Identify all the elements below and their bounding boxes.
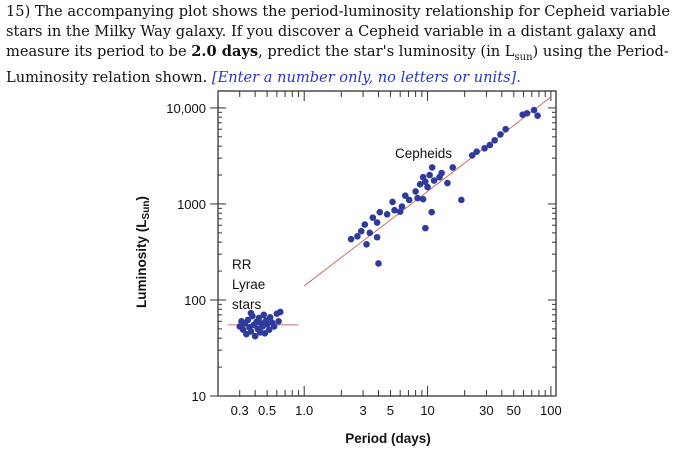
x-tick-label: 1.0 (295, 403, 313, 418)
cepheid-point (491, 136, 498, 144)
question-number: 15) (6, 3, 31, 20)
x-axis-title: Period (days) (345, 431, 431, 446)
rr-lyrae-point (247, 328, 255, 335)
cepheid-point (416, 181, 424, 188)
cepheid-point (458, 196, 465, 204)
cepheid-point (396, 208, 404, 216)
question-instruction: [Enter a number only, no letters or unit… (211, 68, 521, 86)
plot-frame (217, 90, 557, 397)
rr-lyrae-point (263, 320, 271, 328)
axis-ticks (210, 91, 556, 397)
y-axis-title: Luminosity (LSun) (134, 196, 152, 308)
cepheid-point (405, 196, 413, 204)
cepheid-point (486, 141, 494, 149)
cepheid-point (414, 194, 421, 202)
cepheid-point (366, 229, 374, 237)
data-points (236, 106, 541, 340)
question-body-3: ) using the Period-Luminosity relation s… (6, 43, 669, 86)
cepheid-point (389, 198, 396, 206)
cepheid-point (347, 235, 355, 243)
fit-lines (227, 96, 552, 326)
cepheid-point (428, 208, 435, 216)
cepheid-point (391, 206, 398, 214)
rr-lyrae-point (270, 323, 278, 330)
cepheid-point (419, 195, 427, 203)
rr-label-line-3: stars (232, 297, 262, 312)
cepheid-point (354, 233, 361, 240)
rr-lyrae-point (275, 317, 282, 325)
cepheid-point (357, 227, 365, 235)
cepheid-point (523, 109, 531, 117)
x-tick-label: 30 (479, 403, 493, 418)
question-body: The accompanying plot shows the period-l… (6, 3, 670, 60)
annotations: Cepheids RR Lyrae stars (232, 146, 452, 312)
cepheid-point (502, 125, 509, 133)
rr-label-line-1: RR (232, 257, 252, 272)
cepheid-point (373, 219, 381, 226)
cepheid-point (412, 188, 419, 195)
rr-lyrae-point (266, 313, 274, 321)
cepheid-point (444, 179, 451, 187)
y-tick-label: 1000 (177, 197, 206, 212)
y-tick-label: 10,000 (166, 101, 206, 116)
rr-lyrae-point (247, 309, 255, 317)
cepheid-point (428, 164, 436, 171)
cepheids-label: Cepheids (395, 146, 452, 161)
rr-lyrae-point (251, 332, 259, 340)
pl-fit-line (303, 96, 552, 287)
x-tick-label: 0.3 (231, 403, 249, 418)
cepheid-point (426, 171, 433, 179)
x-tick-label: 50 (507, 403, 521, 418)
cepheid-point (422, 224, 429, 232)
rr-lyrae-point (255, 314, 263, 322)
cepheid-point (369, 214, 377, 221)
y-axis-title-main: Luminosity (L (134, 219, 149, 308)
cepheid-point (430, 177, 438, 184)
cepheid-point (438, 169, 445, 177)
cepheid-point (497, 131, 504, 138)
cepheid-point (401, 192, 409, 199)
x-tick-label: 10 (420, 403, 434, 418)
rr-lyrae-point (265, 326, 273, 334)
y-axis-title-end: ) (134, 196, 149, 201)
plot-border (217, 90, 557, 397)
x-tick-label: 3 (359, 403, 366, 418)
question-text: 15) The accompanying plot shows the peri… (6, 2, 670, 88)
x-tick-label: 100 (540, 403, 562, 418)
cepheid-point (534, 112, 541, 119)
rr-lyrae-point (260, 311, 268, 319)
y-tick-label: 100 (184, 293, 206, 308)
cepheid-point (361, 221, 369, 228)
cepheid-point (373, 233, 381, 241)
cepheid-point (375, 260, 382, 267)
y-axis-title-sub: Sun (141, 201, 152, 220)
question-period: 2.0 days (191, 43, 259, 60)
x-tick-label: 0.5 (258, 403, 276, 418)
cepheid-point (383, 211, 391, 218)
cepheid-point (449, 164, 457, 171)
cepheid-point (424, 183, 431, 191)
cepheid-point (398, 203, 406, 210)
cepheid-point (422, 178, 429, 186)
cepheid-point (481, 144, 488, 152)
rr-lyrae-point (244, 316, 252, 324)
rr-label-line-2: Lyrae (232, 277, 265, 292)
cepheid-point (363, 240, 370, 248)
rr-lyrae-point (277, 308, 284, 316)
cepheid-point (468, 152, 476, 159)
cepheid-point (530, 106, 538, 114)
axis-tick-labels: 10 100 1000 10,000 0.3 0.5 1.0 3 5 10 30 50 100 (166, 101, 562, 418)
cepheid-point (473, 148, 480, 155)
question-body-2: , predict the star's luminosity (in L (258, 43, 515, 60)
x-tick-label: 5 (387, 403, 394, 418)
cepheid-point (376, 208, 384, 216)
question-sun-subscript: sun (514, 51, 533, 63)
y-tick-label: 10 (192, 389, 206, 404)
